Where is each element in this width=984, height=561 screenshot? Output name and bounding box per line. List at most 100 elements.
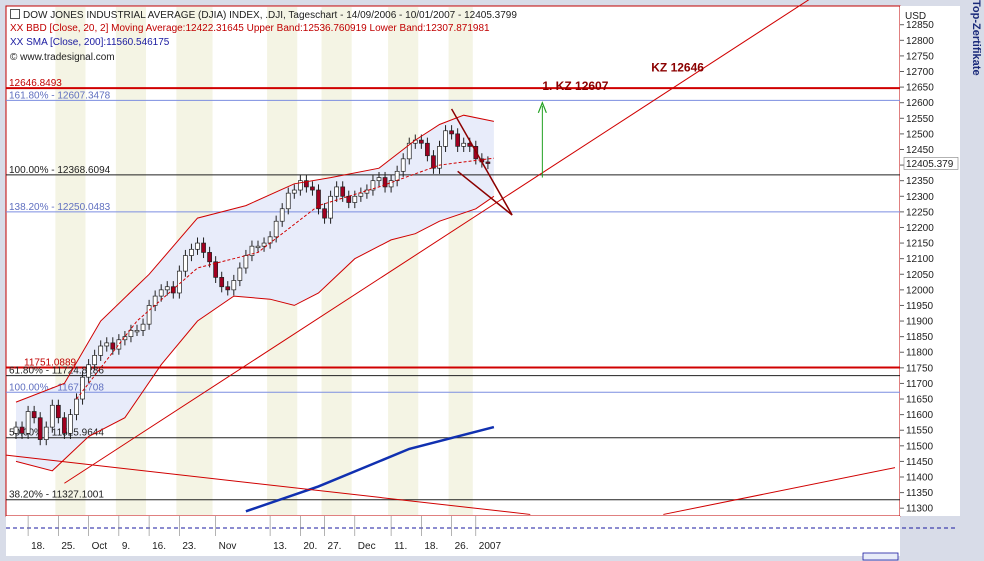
x-tick-label: 27. — [328, 541, 342, 552]
x-tick-label: 9. — [122, 541, 130, 552]
candle-body — [352, 195, 358, 203]
y-tick-label: 11850 — [906, 332, 934, 343]
level-label: 100.00% - 12368.6094 — [9, 165, 111, 176]
x-tick-label: 25. — [61, 541, 75, 552]
y-tick-label: 11950 — [906, 301, 934, 312]
candle-body — [116, 339, 122, 350]
y-tick-label: 11750 — [906, 363, 934, 374]
candle-body — [189, 248, 194, 256]
candle-body — [201, 242, 206, 253]
y-tick-label: 12350 — [906, 176, 934, 187]
candle-body — [461, 142, 467, 147]
x-tick-label: Oct — [92, 541, 108, 552]
candle-body — [310, 186, 315, 191]
last-price-label: 12405.379 — [906, 159, 954, 170]
y-tick-label: 12000 — [906, 285, 934, 296]
target-annotation: KZ 12646 — [651, 61, 704, 75]
trend-line-up — [64, 0, 810, 484]
y-tick-label: 12200 — [906, 223, 934, 234]
date-axis-area — [6, 516, 900, 556]
candle-body — [334, 186, 339, 197]
level-label: 12646.8493 — [9, 78, 62, 89]
y-tick-label: 12550 — [906, 114, 934, 125]
chart-title-text: DOW JONES INDUSTRIAL AVERAGE (DJIA) INDE… — [23, 10, 517, 21]
scroll-thumb[interactable] — [862, 552, 899, 561]
y-tick-label: 12750 — [906, 51, 934, 62]
bollinger-legend[interactable]: XX BBD [Close, 20, 2] Moving Average:124… — [10, 23, 490, 34]
source-label: © www.tradesignal.com — [10, 52, 115, 63]
y-tick-label: 12850 — [906, 20, 934, 31]
candle-body — [425, 142, 430, 157]
candle-body — [285, 192, 291, 210]
y-tick-label: 12450 — [906, 145, 934, 156]
side-banner[interactable]: Top-Zertifikate — [970, 0, 982, 76]
y-tick-label: 11450 — [906, 457, 934, 468]
candle-body — [298, 180, 303, 191]
y-tick-label: 12300 — [906, 192, 934, 203]
candle-body — [243, 255, 249, 269]
candle-body — [419, 139, 424, 144]
y-tick-label: 11600 — [906, 410, 934, 421]
x-tick-label: 23. — [182, 541, 196, 552]
level-label: 138.20% - 12250.0483 — [9, 202, 111, 213]
candle-body — [346, 195, 352, 203]
trend-line-right — [663, 467, 896, 515]
trend-line-down — [5, 454, 531, 515]
x-tick-label: 16. — [152, 541, 166, 552]
last-price-box — [903, 157, 959, 170]
level-label: 61.80% - 11724.8286 — [9, 366, 104, 377]
candle-body — [225, 286, 231, 291]
candle-body — [394, 170, 400, 182]
candle-body — [267, 236, 273, 244]
candle-body — [455, 133, 460, 147]
candle-body — [382, 177, 388, 188]
candle-body — [43, 426, 49, 440]
week-shade — [351, 7, 389, 515]
target-arrow-head — [537, 101, 547, 114]
x-tick-label: Nov — [219, 541, 237, 552]
candle-body — [122, 336, 128, 341]
week-shade — [85, 7, 116, 515]
week-shade — [115, 7, 147, 515]
x-tick-label: 11. — [394, 541, 407, 552]
y-tick-label: 12150 — [906, 239, 934, 250]
candle-body — [304, 180, 309, 188]
candle-body — [74, 398, 79, 415]
y-tick-label: 11500 — [906, 441, 934, 452]
candle-body — [207, 252, 212, 263]
candle-body — [110, 342, 116, 350]
level-label: 100.00% - 11671.708 — [9, 382, 104, 393]
candle-body — [255, 245, 261, 249]
candle-body — [13, 426, 19, 434]
candle-body — [92, 355, 98, 366]
candle-body — [370, 180, 376, 191]
week-shade — [388, 7, 419, 515]
y-tick-label: 11350 — [906, 488, 934, 499]
sma-legend[interactable]: XX SMA [Close, 200]:11560.546175 — [10, 37, 170, 48]
candle-body — [237, 267, 243, 281]
level-label: 161.80% - 12607.3478 — [9, 90, 111, 101]
instrument-icon — [10, 9, 20, 19]
candle-body — [291, 189, 297, 194]
candle-body — [213, 261, 218, 278]
level-label: 11751.0889 — [24, 357, 77, 368]
week-shade — [448, 7, 473, 515]
y-tick-label: 12500 — [906, 129, 934, 140]
candle-body — [152, 295, 158, 306]
y-tick-label: 11800 — [906, 348, 934, 359]
candle-body — [485, 161, 491, 164]
candle-body — [80, 376, 85, 400]
candle-body — [358, 192, 364, 197]
y-tick-label: 12250 — [906, 207, 934, 218]
candle-body — [195, 242, 200, 250]
candle-body — [98, 345, 104, 356]
week-shade — [418, 7, 449, 515]
candle-body — [437, 146, 442, 169]
y-tick-label: 11550 — [906, 426, 934, 437]
source-text: www.tradesignal.com — [20, 52, 115, 63]
candle-body — [279, 208, 285, 222]
candle-body — [140, 323, 146, 331]
level-label: 50.00% - 11525.9644 — [9, 428, 104, 439]
target-annotation: 1. KZ 12607 — [542, 79, 608, 93]
